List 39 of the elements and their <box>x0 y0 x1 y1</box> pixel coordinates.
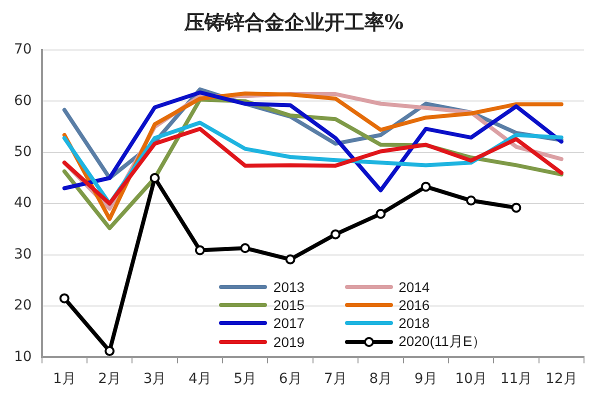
point <box>376 208 386 219</box>
x-tick-label: 3月 <box>143 371 166 388</box>
x-tick-label: 2月 <box>98 371 122 388</box>
legend-label: 2019 <box>273 334 305 350</box>
y-tick-label: 50 <box>14 144 32 160</box>
point <box>194 245 205 256</box>
legend-label: 2014 <box>398 279 430 296</box>
point <box>466 196 476 206</box>
y-tick-label: 30 <box>14 246 32 262</box>
point <box>59 293 70 304</box>
x-tick-label: 12月 <box>545 371 578 388</box>
legend-label: 2018 <box>398 315 430 332</box>
x-tick-label: 9月 <box>414 371 438 388</box>
x-tick-label: 10月 <box>455 371 487 388</box>
point <box>104 346 115 356</box>
x-tick-label: 1月 <box>52 371 76 388</box>
legend-label: 2016 <box>398 297 430 314</box>
x-tick-label: 8月 <box>369 371 392 388</box>
legend-label: 2017 <box>273 315 305 332</box>
point <box>330 229 340 240</box>
legend-label: 2020(11月E） <box>398 333 486 352</box>
point <box>285 254 296 264</box>
point <box>150 173 160 183</box>
x-tick-label: 5月 <box>234 371 257 388</box>
x-tick-label: 6月 <box>278 371 302 388</box>
y-tick-label: 10 <box>14 348 32 365</box>
x-tick-label: 4月 <box>188 371 212 388</box>
chart-title: 压铸锌合金企业开工率% <box>183 10 404 34</box>
point <box>420 182 431 192</box>
y-tick-label: 60 <box>14 92 32 109</box>
y-tick-label: 20 <box>14 298 32 314</box>
legend-label: 2013 <box>273 279 305 296</box>
point <box>240 243 250 254</box>
y-tick-label: 40 <box>14 195 32 212</box>
y-tick-label: 70 <box>14 42 32 58</box>
point <box>511 202 522 213</box>
x-tick-label: 11月 <box>500 371 532 388</box>
legend-label: 2015 <box>273 297 305 314</box>
x-tick-label: 7月 <box>324 371 347 388</box>
